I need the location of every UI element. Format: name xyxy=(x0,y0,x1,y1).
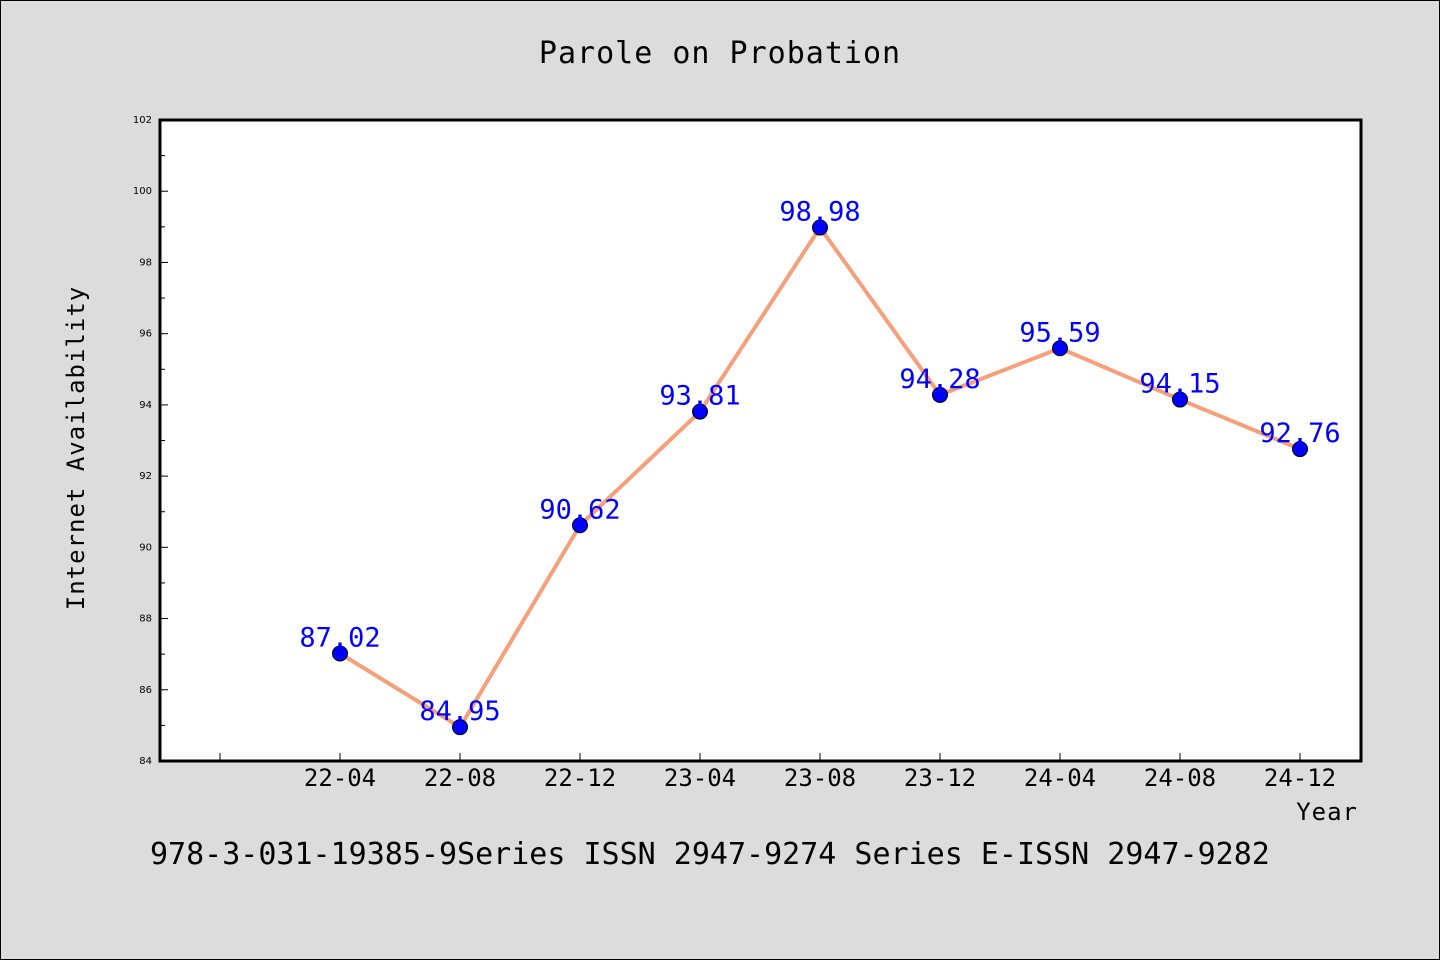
data-label: 94.15 xyxy=(1139,369,1220,400)
data-label: 84.95 xyxy=(419,696,500,727)
x-axis-ticks: 22-04 22-08 22-12 23-04 23-08 23-12 24-04 24-08… xyxy=(219,753,1336,792)
data-point xyxy=(332,645,348,662)
x-tick-label: 22-12 xyxy=(544,764,616,792)
x-tick-label: 24-08 xyxy=(1144,764,1216,792)
y-tick-label: 86 xyxy=(139,685,152,696)
data-point xyxy=(812,219,828,236)
y-tick-label: 102 xyxy=(133,115,152,126)
data-point xyxy=(1292,441,1308,458)
y-tick-label: 90 xyxy=(139,542,152,553)
data-point xyxy=(572,517,588,534)
data-point xyxy=(692,403,708,420)
y-axis-ticks: 84 86 88 90 92 94 96 98 100 102 xyxy=(133,115,168,767)
y-tick-label: 88 xyxy=(139,614,152,625)
data-label: 93.81 xyxy=(659,381,740,412)
y-tick-label: 92 xyxy=(139,471,152,482)
data-label: 87.02 xyxy=(299,622,380,653)
y-tick-label: 84 xyxy=(139,756,152,767)
data-point xyxy=(452,719,468,736)
data-point xyxy=(1052,340,1068,357)
y-tick-label: 100 xyxy=(133,186,152,197)
data-point xyxy=(1172,391,1188,408)
footer-text: 978-3-031-19385-9Series ISSN 2947-9274 S… xyxy=(150,837,1270,872)
data-point xyxy=(932,386,948,403)
x-tick-label: 23-08 xyxy=(784,764,856,792)
data-label: 94.28 xyxy=(899,364,980,395)
data-markers xyxy=(332,219,1308,736)
x-tick-label: 22-08 xyxy=(424,764,496,792)
data-label: 95.59 xyxy=(1019,317,1100,348)
x-tick-label: 24-04 xyxy=(1024,764,1096,792)
data-labels: 87.02 84.95 90.62 93.81 98.98 94.28 95.59 94.15… xyxy=(299,197,1340,728)
data-label: 92.76 xyxy=(1259,418,1340,449)
y-tick-label: 94 xyxy=(139,400,152,411)
y-axis-label: Internet Availability xyxy=(62,286,90,610)
y-tick-label: 98 xyxy=(139,257,152,268)
x-axis-label: Year xyxy=(1296,798,1358,826)
chart-title: Parole on Probation xyxy=(539,36,901,71)
x-tick-label: 23-04 xyxy=(664,764,736,792)
data-label: 90.62 xyxy=(539,494,620,525)
plot-area xyxy=(158,118,1363,763)
x-tick-label: 24-12 xyxy=(1264,764,1336,792)
y-tick-label: 96 xyxy=(139,329,152,340)
x-tick-label: 23-12 xyxy=(904,764,976,792)
x-tick-label: 22-04 xyxy=(304,764,376,792)
data-label: 98.98 xyxy=(779,197,860,228)
